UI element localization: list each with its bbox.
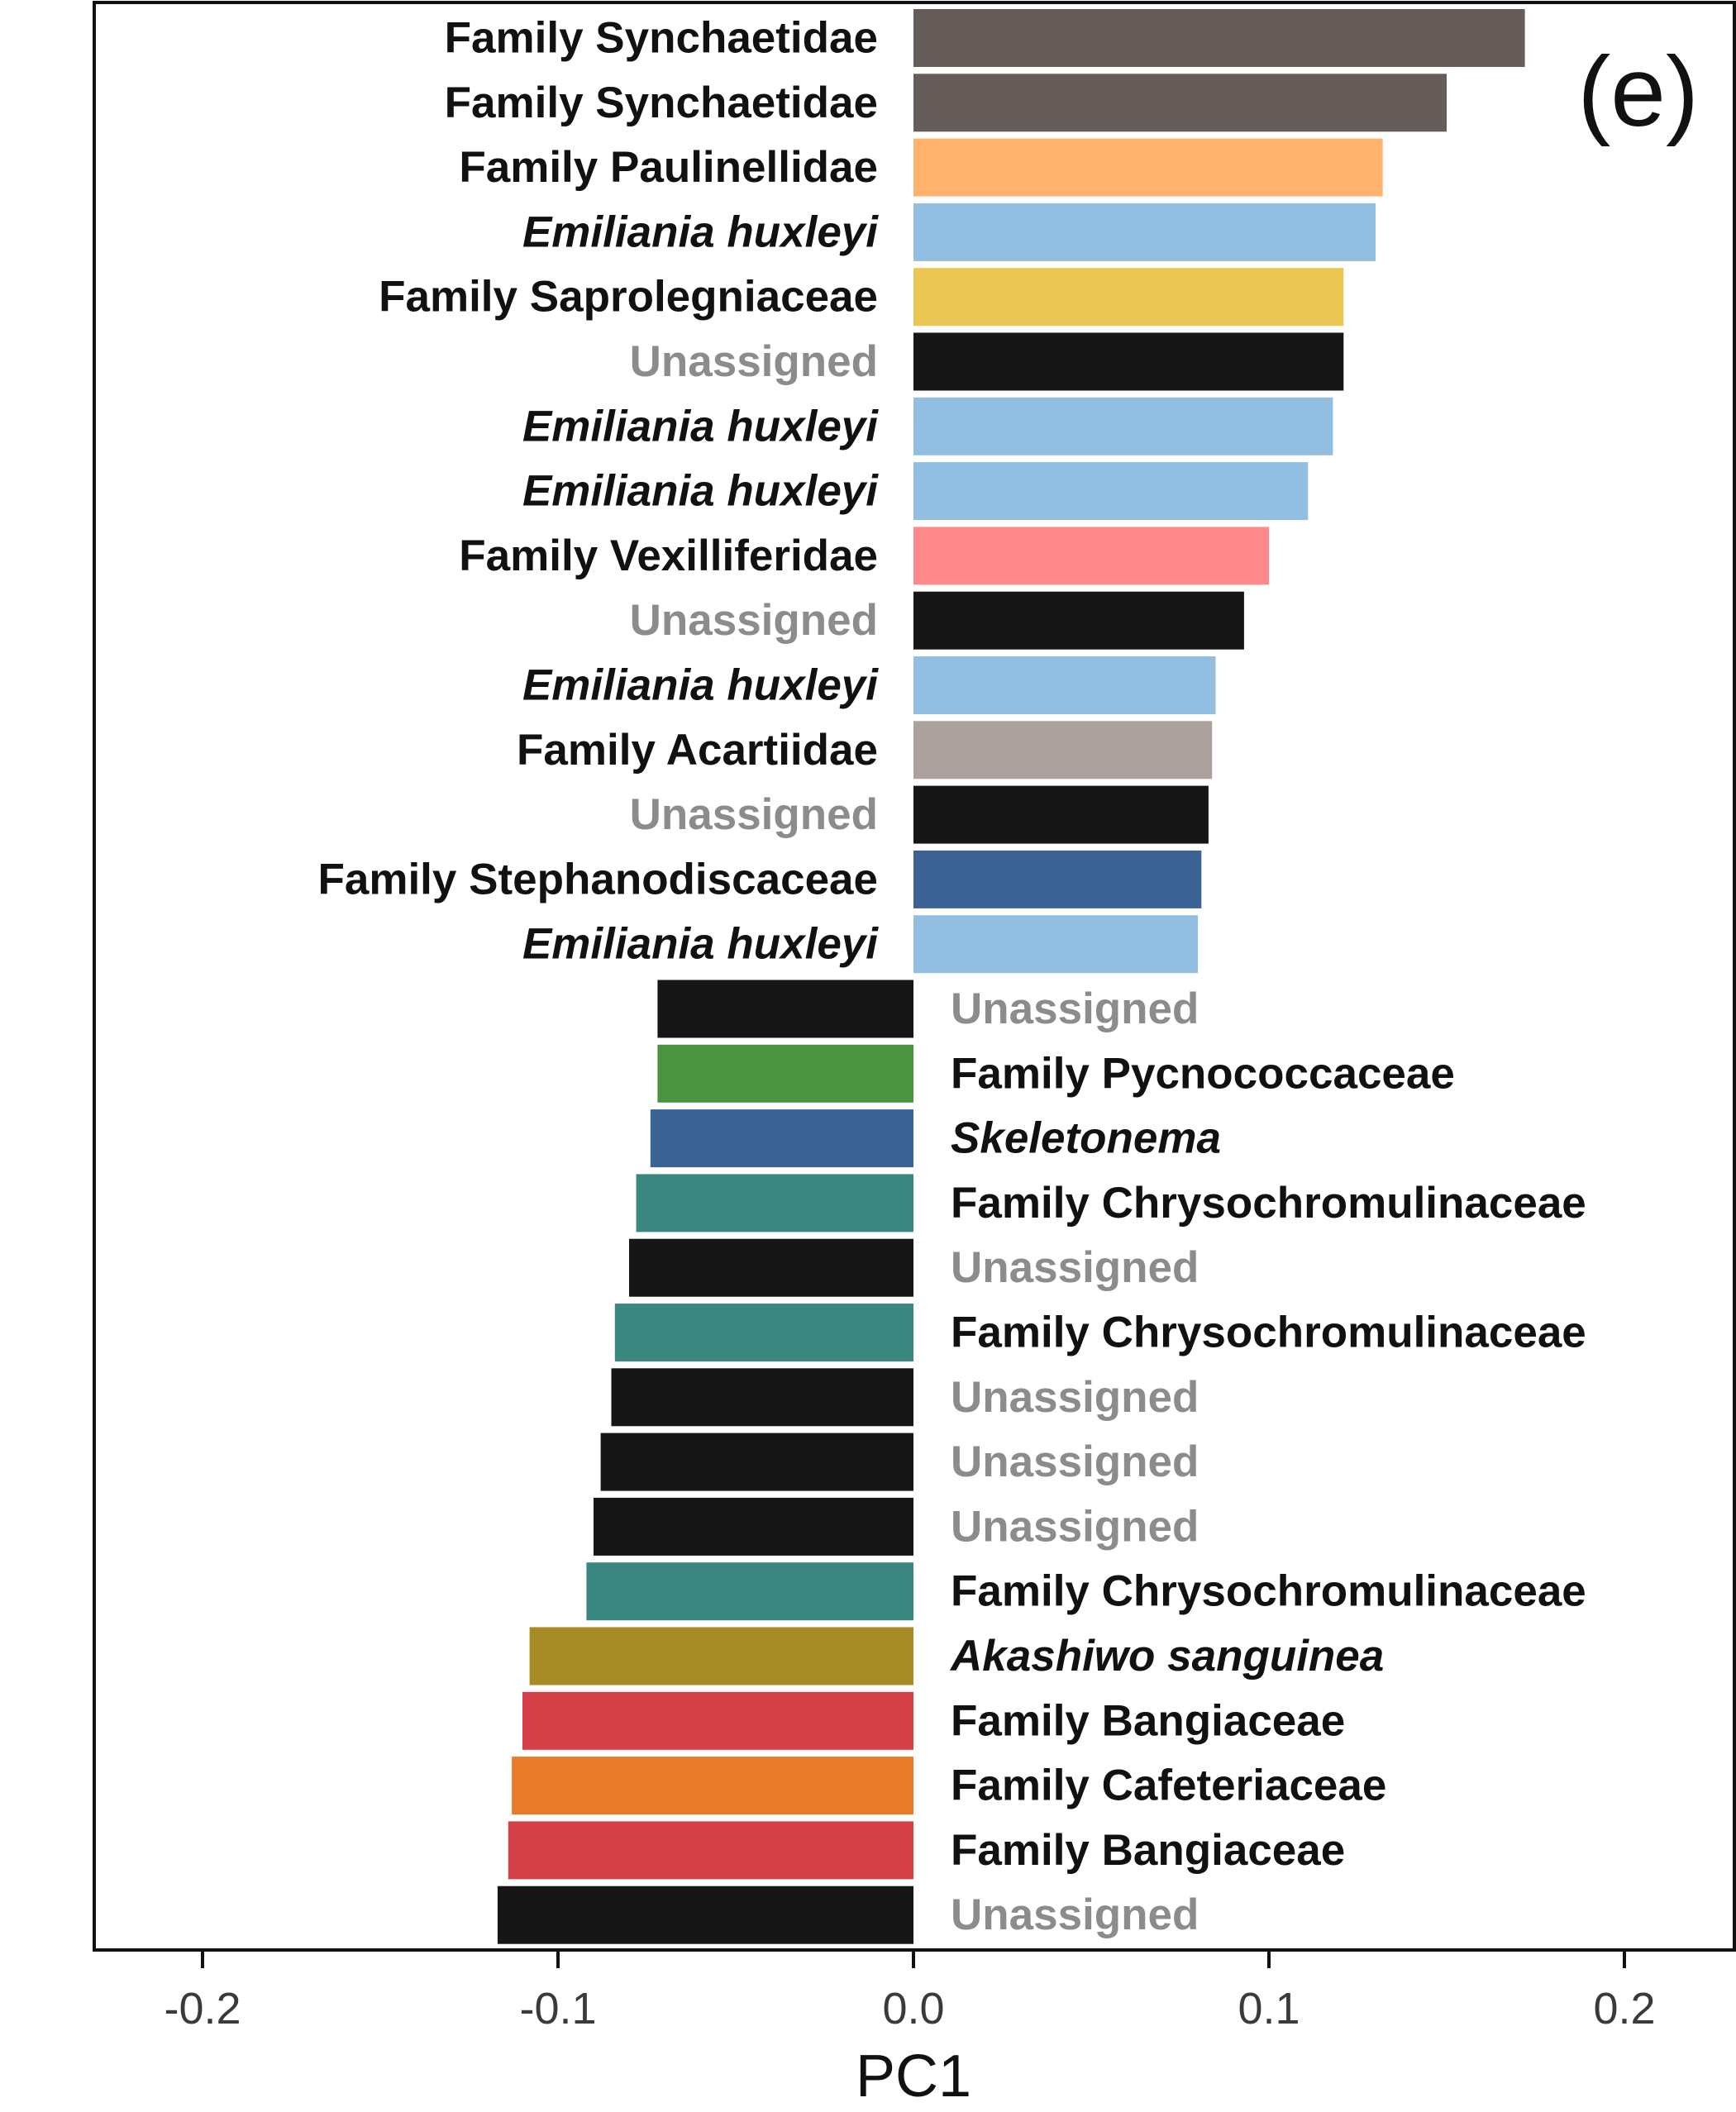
x-tick-label: 0.0 xyxy=(882,1984,944,2033)
bar-label-4: Emiliania huxleyi xyxy=(522,207,879,256)
bar-18 xyxy=(650,1109,913,1168)
bar-label-9: Family Vexilliferidae xyxy=(459,532,878,580)
bar-15 xyxy=(913,915,1198,974)
bar-5 xyxy=(913,268,1344,327)
bar-25 xyxy=(586,1562,913,1621)
bar-29 xyxy=(508,1821,913,1880)
bar-label-1: Family Synchaetidae xyxy=(445,14,878,63)
bar-27 xyxy=(522,1691,913,1750)
bar-3 xyxy=(913,138,1383,197)
bar-30 xyxy=(497,1886,913,1944)
panel-label: (e) xyxy=(1577,36,1699,147)
bar-4 xyxy=(913,203,1376,261)
bar-label-12: Family Acartiidae xyxy=(517,726,878,775)
bar-label-24: Unassigned xyxy=(951,1502,1199,1551)
bar-28 xyxy=(512,1757,913,1815)
bar-22 xyxy=(611,1368,913,1427)
bar-label-5: Family Saprolegniaceae xyxy=(379,273,878,322)
bar-label-25: Family Chrysochromulinaceae xyxy=(951,1567,1586,1616)
bar-label-30: Unassigned xyxy=(951,1890,1199,1939)
bar-label-11: Emiliania huxleyi xyxy=(522,661,879,710)
bar-label-27: Family Bangiaceae xyxy=(951,1696,1345,1745)
bar-label-28: Family Cafeteriaceae xyxy=(951,1762,1386,1810)
bar-label-7: Emiliania huxleyi xyxy=(522,402,879,451)
bar-20 xyxy=(629,1238,913,1297)
bar-label-22: Unassigned xyxy=(951,1373,1199,1422)
bar-6 xyxy=(913,332,1344,391)
bar-10 xyxy=(913,591,1244,650)
x-axis-title: PC1 xyxy=(856,2043,971,2108)
bar-1 xyxy=(913,9,1525,67)
bar-label-29: Family Bangiaceae xyxy=(951,1826,1345,1875)
bar-23 xyxy=(600,1433,913,1491)
bar-17 xyxy=(657,1044,913,1103)
bar-label-17: Family Pycnococcaceae xyxy=(951,1049,1455,1098)
bar-24 xyxy=(594,1497,913,1556)
bar-12 xyxy=(913,721,1213,779)
bar-8 xyxy=(913,462,1309,521)
bar-11 xyxy=(913,656,1216,714)
bar-label-2: Family Synchaetidae xyxy=(445,79,878,127)
bar-26 xyxy=(529,1627,913,1685)
bar-labels-layer: Family Synchaetidae Family Synchaetidae Fa… xyxy=(317,14,1586,1940)
bar-label-10: Unassigned xyxy=(630,596,878,645)
bar-label-8: Emiliania huxleyi xyxy=(522,467,879,516)
x-tick-label: 0.1 xyxy=(1238,1984,1300,2033)
x-tick-label: -0.2 xyxy=(164,1984,241,2033)
x-tick-label: -0.1 xyxy=(519,1984,596,2033)
bar-label-16: Unassigned xyxy=(951,984,1199,1033)
bar-label-19: Family Chrysochromulinaceae xyxy=(951,1179,1586,1228)
bar-19 xyxy=(636,1174,913,1232)
bar-14 xyxy=(913,850,1202,908)
bar-label-15: Emiliania huxleyi xyxy=(522,920,879,969)
bar-9 xyxy=(913,527,1269,585)
bar-label-18: Skeletonema xyxy=(951,1114,1221,1163)
bars-layer xyxy=(497,9,1525,1944)
bar-label-26: Akashiwo sanguinea xyxy=(949,1632,1384,1681)
bar-7 xyxy=(913,397,1333,455)
bar-21 xyxy=(614,1304,913,1361)
x-axis: -0.2 -0.1 0.0 0.1 0.2 xyxy=(164,1950,1656,2033)
bar-label-3: Family Paulinellidae xyxy=(459,143,878,192)
bar-label-23: Unassigned xyxy=(951,1437,1199,1486)
bar-label-21: Family Chrysochromulinaceae xyxy=(951,1309,1586,1357)
bar-label-6: Unassigned xyxy=(630,337,878,386)
bar-2 xyxy=(913,74,1447,132)
bar-label-20: Unassigned xyxy=(951,1243,1199,1292)
bar-13 xyxy=(913,785,1209,844)
bar-16 xyxy=(657,980,913,1038)
x-tick-label: 0.2 xyxy=(1593,1984,1655,2033)
bar-label-13: Unassigned xyxy=(630,790,878,839)
bar-label-14: Family Stephanodiscaceae xyxy=(317,855,878,903)
